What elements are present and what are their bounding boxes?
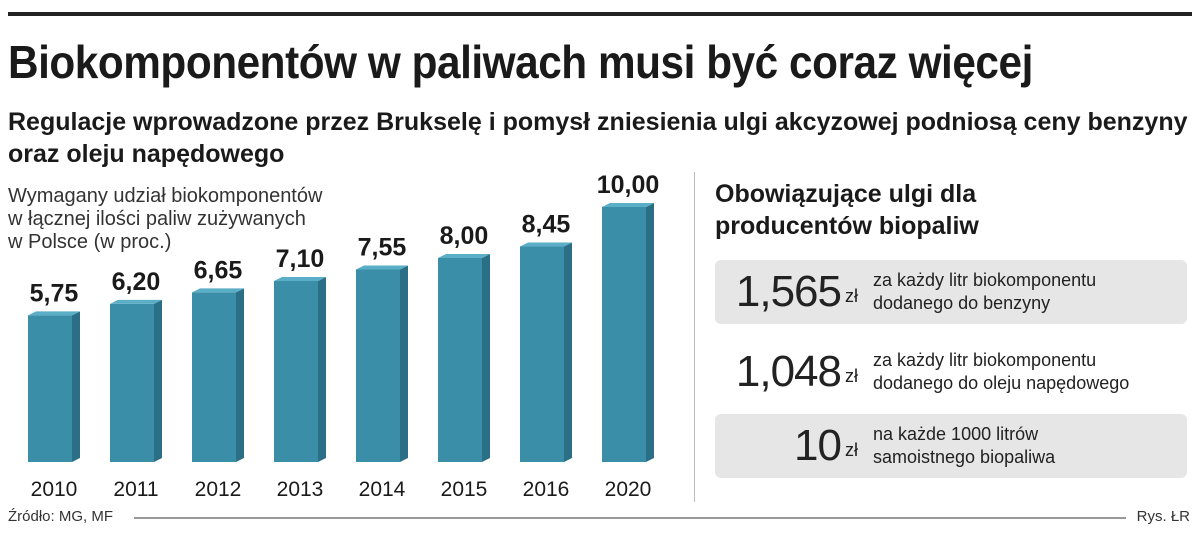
bar-top: [520, 242, 572, 247]
tick-label: 2011: [113, 478, 158, 501]
column-divider: [694, 172, 695, 502]
tick-label: 2020: [605, 478, 652, 501]
bar: [192, 292, 236, 462]
data-label: 8,45: [522, 211, 571, 239]
relief-desc-line: za każdy litr biokomponentu: [873, 270, 1097, 290]
relief-item-biopaliwo: 10 zł na każde 1000 litrów samoistnego b…: [715, 414, 1187, 478]
bar-side: [646, 203, 654, 462]
credit-note: Rys. ŁR: [1136, 508, 1190, 525]
relief-unit: zł: [845, 286, 858, 306]
relief-description: na każde 1000 litrów samoistnego biopali…: [873, 423, 1055, 469]
relief-item-benzyna: 1,565 zł za każdy litr biokomponentu dod…: [715, 260, 1187, 324]
relief-desc-line: dodanego do benzyny: [873, 293, 1051, 313]
bar-top: [192, 288, 244, 293]
bar: [28, 315, 72, 462]
bar-side: [482, 254, 490, 462]
tick-label: 2016: [523, 478, 570, 501]
relief-desc-line: na każde 1000 litrów: [873, 424, 1039, 444]
relief-unit: zł: [845, 366, 858, 386]
data-label: 6,20: [112, 268, 161, 296]
bar: [602, 207, 646, 462]
bar: [438, 258, 482, 462]
data-label: 5,75: [30, 279, 79, 307]
relief-description: za każdy litr biokomponentu dodanego do …: [873, 349, 1129, 395]
bar-chart: 5,75 2010 6,20 2011 6,65 2012 7,10 2013 7,55 2014…: [28, 171, 660, 501]
relief-desc-line: za każdy litr biokomponentu: [873, 350, 1097, 370]
page-subtitle: Regulacje wprowadzone przez Brukselę i p…: [8, 108, 1188, 168]
bar-top: [438, 254, 490, 258]
tick-label: 2013: [277, 478, 324, 501]
bar-side: [400, 265, 408, 462]
bar-top: [602, 203, 654, 207]
reliefs-title: Obowiązujące ulgi dla producentów biopal…: [715, 180, 979, 240]
page-title: Biokomponentów w paliwach musi być coraz…: [8, 36, 1033, 88]
relief-description: za każdy litr biokomponentu dodanego do …: [873, 269, 1096, 315]
bar: [520, 246, 564, 462]
data-label: 7,55: [358, 233, 407, 261]
bar-side: [236, 288, 244, 462]
data-label: 7,10: [276, 245, 325, 273]
tick-label: 2014: [359, 478, 406, 501]
data-label: 10,00: [597, 171, 660, 199]
tick-label: 2015: [441, 478, 488, 501]
relief-amount: 1,048: [735, 347, 842, 396]
bar-top: [274, 276, 326, 281]
tick-label: 2012: [195, 478, 242, 501]
data-label: 8,00: [440, 222, 489, 250]
relief-desc-line: samoistnego biopaliwa: [873, 447, 1056, 467]
bar-side: [154, 299, 162, 462]
tick-label: 2010: [31, 478, 78, 501]
footer-rule: [134, 517, 1126, 519]
data-label: 6,65: [194, 256, 243, 284]
relief-desc-line: dodanego do oleju napędowego: [873, 373, 1130, 393]
source-note: Źródło: MG, MF: [8, 508, 114, 525]
relief-amount: 1,565: [735, 267, 842, 316]
bar-side: [318, 276, 326, 462]
chart-description: Wymagany udział biokomponentów w łącznej…: [8, 185, 323, 253]
bar-side: [72, 311, 80, 462]
bar-side: [564, 242, 572, 462]
top-rule: [8, 12, 1192, 16]
relief-unit: zł: [845, 440, 858, 460]
bar: [110, 303, 154, 462]
bar: [356, 269, 400, 462]
bar-top: [28, 311, 80, 316]
relief-amount: 10: [794, 421, 842, 470]
bar: [274, 280, 318, 462]
bar-top: [356, 265, 408, 270]
bar-top: [110, 299, 162, 304]
relief-item-olej: 1,048 zł za każdy litr biokomponentu dod…: [715, 340, 1187, 404]
